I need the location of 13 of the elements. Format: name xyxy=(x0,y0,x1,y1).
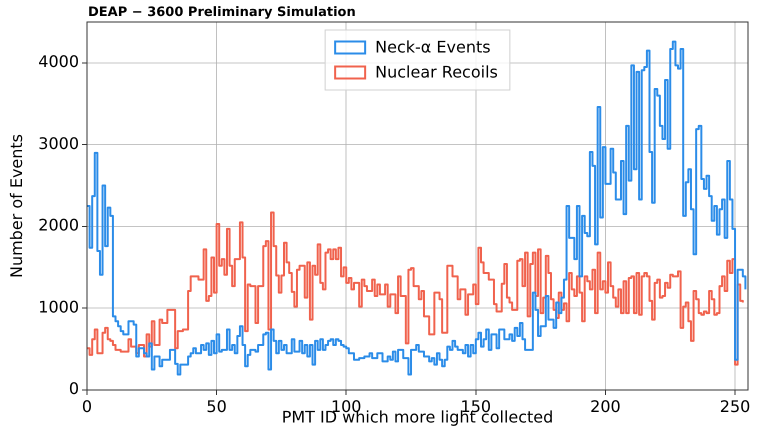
y-tick-label: 3000 xyxy=(38,134,79,153)
y-axis-title: Number of Events xyxy=(6,134,26,278)
chart-title: DEAP − 3600 Preliminary Simulation xyxy=(88,4,356,20)
x-tick-label: 250 xyxy=(720,396,750,416)
y-tick-label: 2000 xyxy=(38,216,79,235)
x-tick-label: 0 xyxy=(82,396,92,416)
x-tick-label: 200 xyxy=(590,396,621,416)
x-tick-label: 50 xyxy=(206,396,227,416)
y-tick-label: 1000 xyxy=(38,297,79,316)
y-tick-label: 4000 xyxy=(38,52,79,72)
legend-label: Neck-α Events xyxy=(375,38,491,57)
y-tick-label: 0 xyxy=(68,379,79,398)
legend-label: Nuclear Recoils xyxy=(375,62,498,82)
